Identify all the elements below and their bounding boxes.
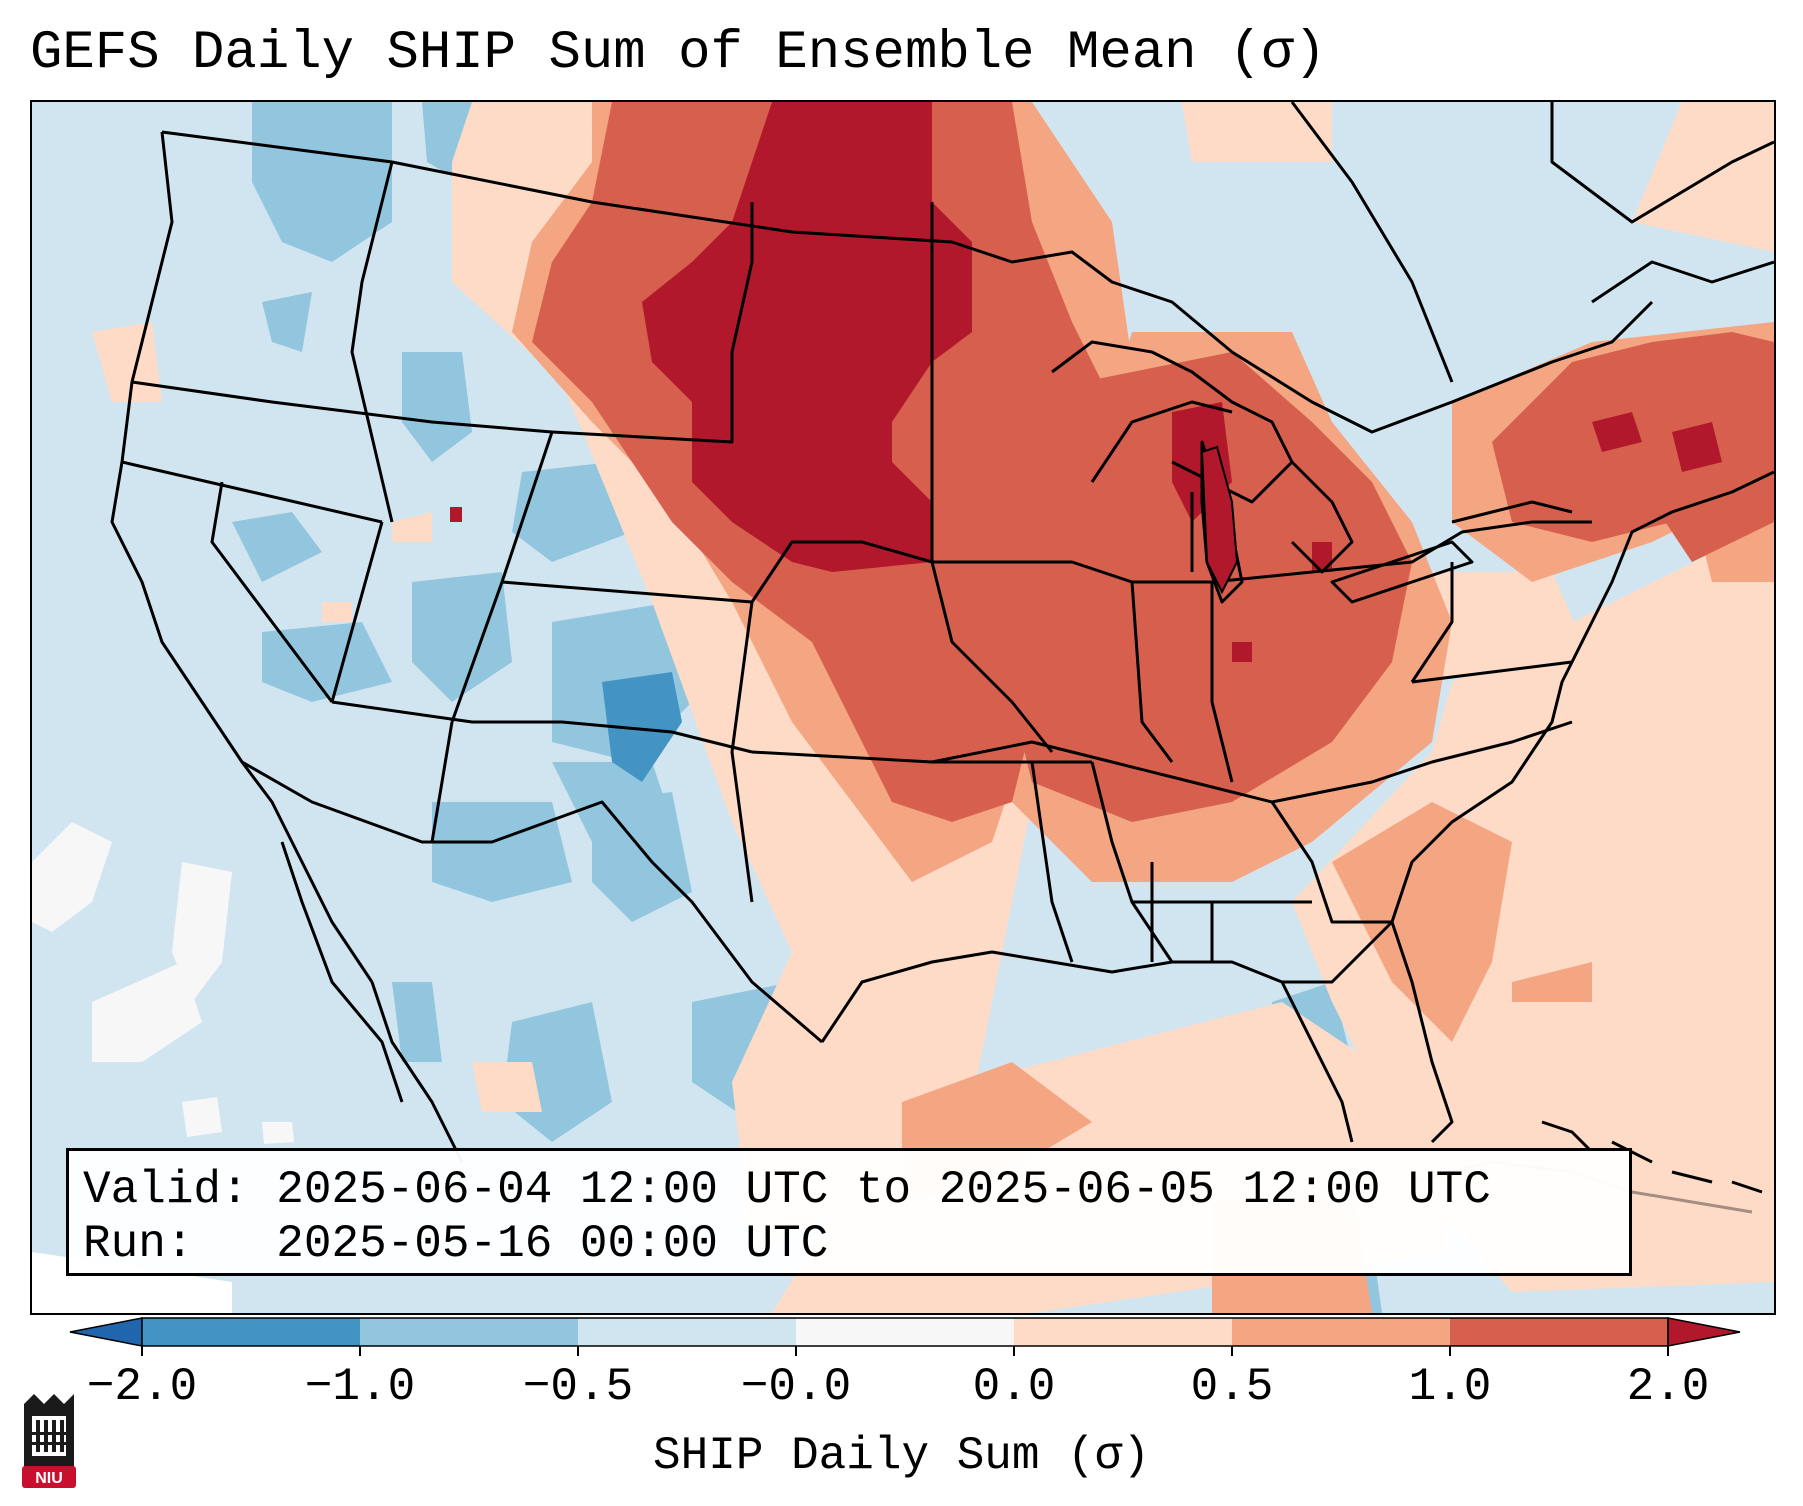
colorbar-segment bbox=[578, 1318, 797, 1346]
niu-logo-icon: NIU bbox=[22, 1394, 76, 1488]
colorbar-over-arrow bbox=[1667, 1317, 1741, 1347]
valid-label: Valid: bbox=[83, 1164, 249, 1216]
colorbar-tick-label: −0.0 bbox=[740, 1361, 852, 1413]
run-line: Run: 2025-05-16 00:00 UTC bbox=[83, 1217, 1615, 1271]
colorbar-segment bbox=[1014, 1318, 1233, 1346]
colorbar-segment bbox=[796, 1318, 1015, 1346]
colorbar-segment bbox=[142, 1318, 361, 1346]
political-boundaries bbox=[110, 102, 1774, 1214]
info-box: Valid: 2025-06-04 12:00 UTC to 2025-06-0… bbox=[66, 1148, 1632, 1276]
niu-logo-text: NIU bbox=[35, 1470, 63, 1487]
colorbar-tick-label: −1.0 bbox=[304, 1361, 416, 1413]
colorbar-label: SHIP Daily Sum (σ) bbox=[653, 1430, 1150, 1482]
colorbar-graphic bbox=[69, 1317, 1741, 1356]
colorbar-segment bbox=[1232, 1318, 1451, 1346]
valid-line: Valid: 2025-06-04 12:00 UTC to 2025-06-0… bbox=[83, 1163, 1615, 1217]
colorbar-tick-label: −2.0 bbox=[86, 1361, 198, 1413]
valid-text: 2025-06-04 12:00 UTC to 2025-06-05 12:00… bbox=[276, 1164, 1491, 1216]
colorbar-tick-label: 0.5 bbox=[1190, 1361, 1274, 1413]
map-panel bbox=[30, 100, 1776, 1315]
run-label: Run: bbox=[83, 1218, 194, 1270]
colorbar bbox=[69, 1317, 1741, 1356]
run-text: 2025-05-16 00:00 UTC bbox=[276, 1218, 829, 1270]
colorbar-tick-label: 1.0 bbox=[1408, 1361, 1492, 1413]
colorbar-segment bbox=[360, 1318, 579, 1346]
anomaly-map bbox=[32, 102, 1774, 1313]
colorbar-label-row: SHIP Daily Sum (σ) bbox=[0, 1428, 1803, 1484]
great-lakes bbox=[1200, 445, 1239, 595]
colorbar-tick-label: −0.5 bbox=[522, 1361, 634, 1413]
colorbar-segment bbox=[1450, 1318, 1669, 1346]
map-title: GEFS Daily SHIP Sum of Ensemble Mean (σ) bbox=[30, 23, 1327, 84]
colorbar-under-arrow bbox=[69, 1317, 143, 1347]
colorbar-outline bbox=[141, 1317, 1669, 1347]
colorbar-tick-label: 2.0 bbox=[1626, 1361, 1710, 1413]
colorbar-tick-label: 0.0 bbox=[972, 1361, 1056, 1413]
